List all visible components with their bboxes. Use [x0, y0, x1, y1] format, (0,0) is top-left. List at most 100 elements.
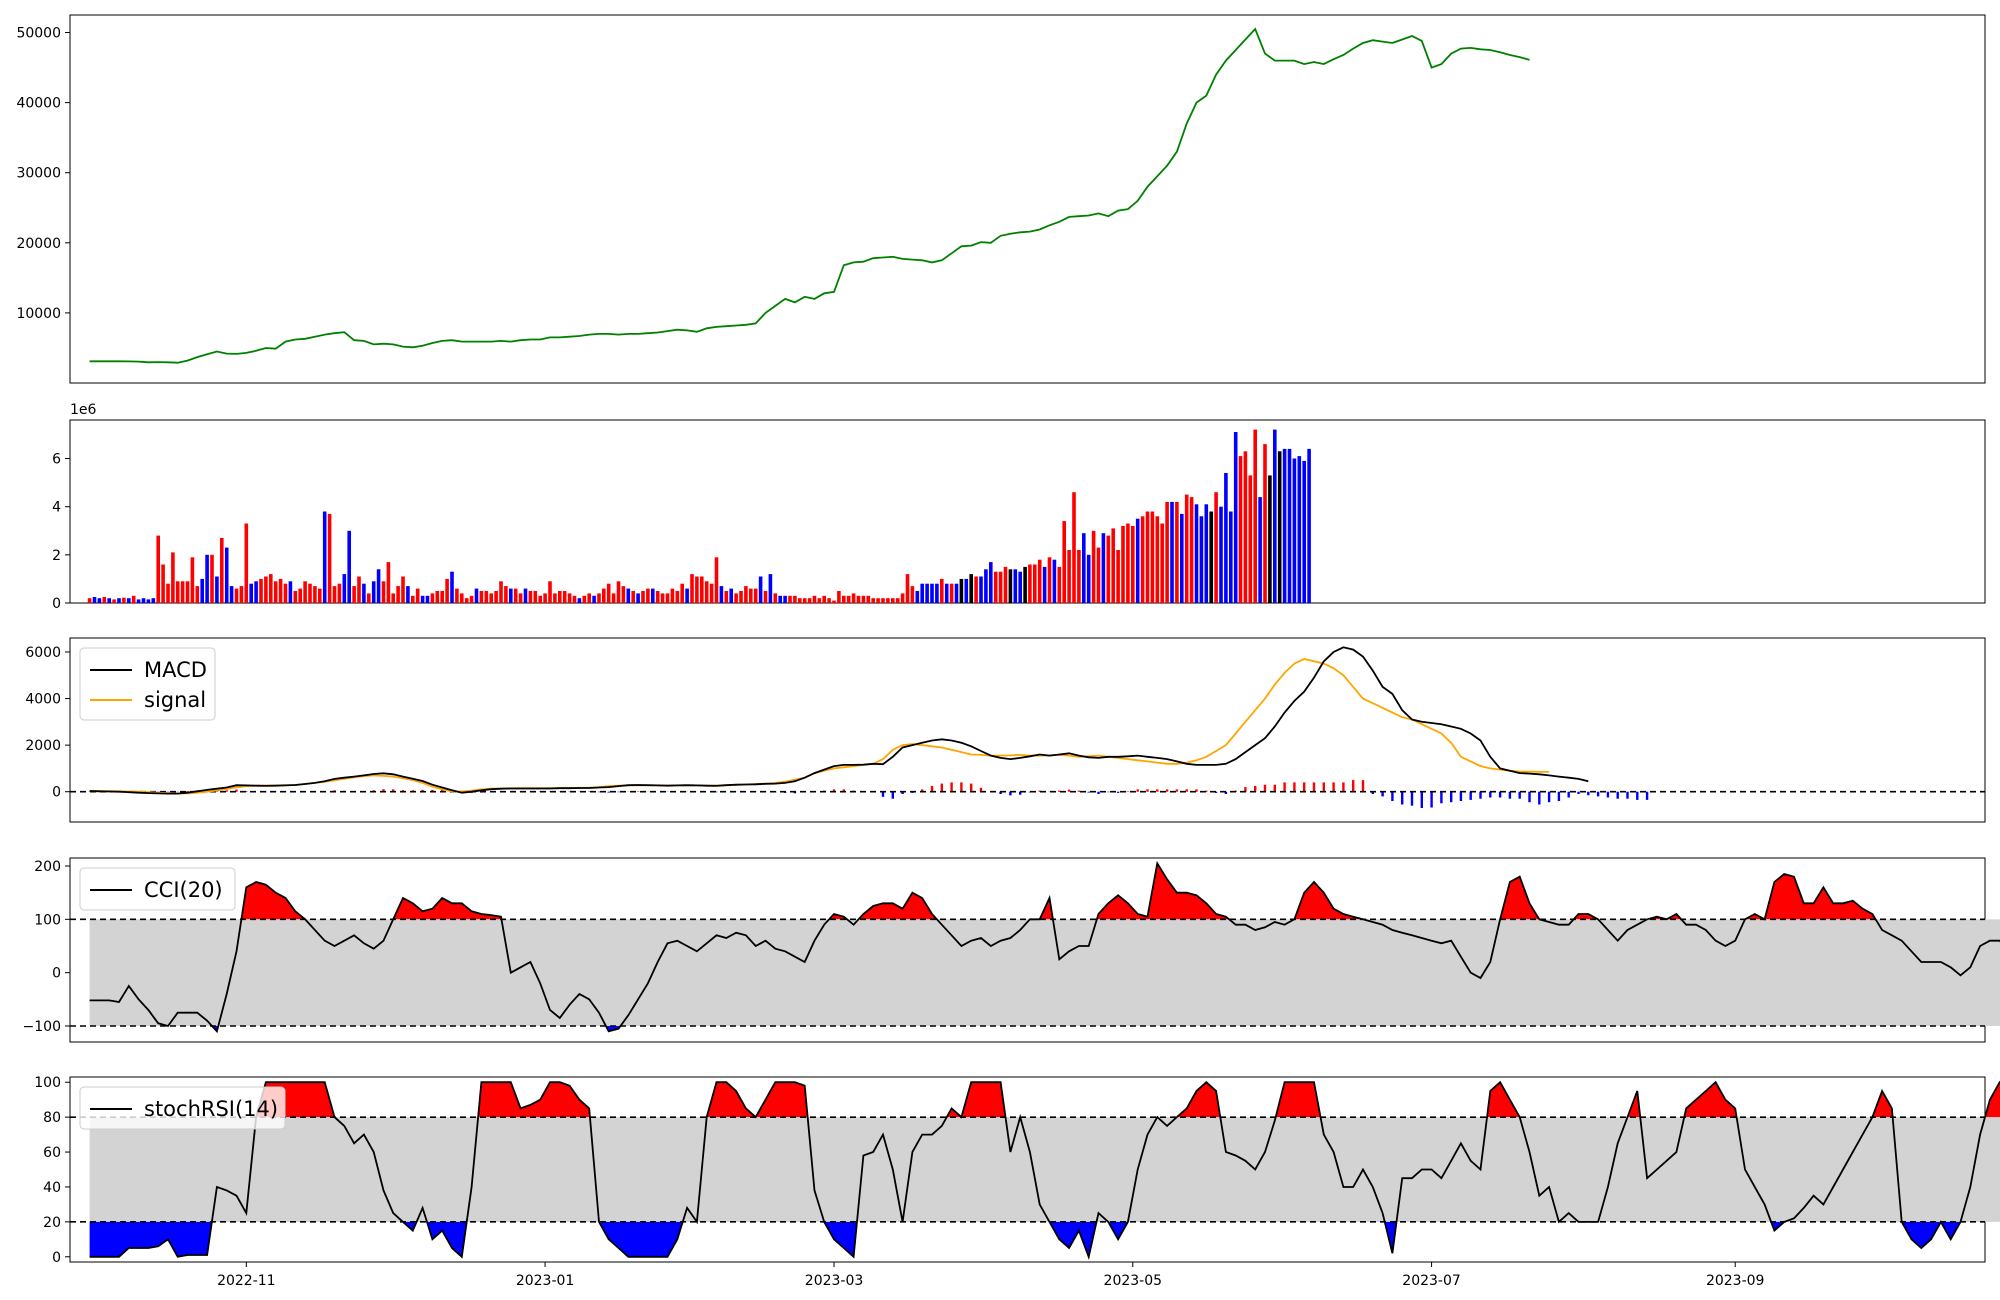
macd-histogram-bar	[245, 791, 248, 792]
macd-histogram-bar	[235, 789, 238, 792]
volume-bar	[489, 593, 493, 603]
y-tick-label: 20	[43, 1215, 61, 1231]
stochrsi-panel: 0 20 40 60 80 100 stochRSI(14)	[34, 1075, 2000, 1266]
volume-bar	[464, 598, 469, 603]
volume-bar	[528, 591, 533, 603]
macd-histogram-bar	[392, 789, 395, 792]
macd-histogram-bar	[1626, 791, 1629, 799]
volume-bar	[362, 583, 366, 603]
volume-bar	[954, 583, 959, 603]
volume-bar	[837, 591, 841, 603]
volume-bar	[499, 581, 503, 603]
volume-bar	[832, 600, 836, 603]
macd-histogram-bar	[1528, 791, 1531, 803]
volume-bar	[1052, 559, 1057, 603]
volume-bar	[562, 591, 567, 603]
volume-bar	[440, 591, 444, 603]
volume-bar	[974, 576, 978, 603]
volume-bar	[548, 581, 552, 603]
volume-bar	[420, 595, 425, 603]
macd-histogram-bar	[715, 791, 718, 793]
volume-bar	[1018, 571, 1022, 603]
volume-bar	[342, 574, 347, 603]
macd-histogram-bar	[1538, 791, 1541, 805]
volume-bar	[1067, 550, 1071, 603]
axes-frame	[69, 14, 1986, 384]
volume-bar	[690, 574, 694, 603]
volume-bar	[670, 588, 675, 603]
macd-histogram-bar	[1244, 787, 1247, 792]
volume-bar	[386, 562, 391, 603]
volume-bar	[861, 595, 866, 603]
macd-histogram-bar	[441, 789, 444, 792]
macd-histogram-bar	[607, 791, 610, 793]
volume-bar	[494, 591, 498, 603]
volume-bar	[680, 583, 684, 603]
volume-bar	[112, 599, 116, 603]
macd-histogram-bar	[1508, 791, 1512, 799]
volume-bar	[1145, 511, 1150, 603]
axes-frame	[69, 637, 1986, 823]
volume-bar	[474, 588, 479, 603]
y-tick-label: −100	[23, 1019, 61, 1035]
price-panel: 10000 20000 30000 40000 50000	[16, 14, 1986, 384]
volume-bar	[1106, 535, 1111, 603]
macd-histogram-bar	[1636, 791, 1639, 800]
volume-bar	[1131, 525, 1135, 603]
volume-bar	[254, 581, 258, 603]
macd-histogram-bar	[970, 783, 973, 792]
macd-histogram-bar	[1430, 791, 1433, 808]
macd-histogram-bar	[617, 791, 620, 793]
volume-bar	[1072, 492, 1076, 603]
volume-bar	[866, 595, 871, 603]
cci-overbought-fill	[89, 863, 2000, 920]
y-tick-label: 100	[34, 912, 61, 928]
volume-bar	[739, 591, 743, 603]
volume-bar	[1292, 458, 1297, 603]
legend-box	[79, 647, 216, 721]
volume-bar	[1008, 569, 1013, 603]
volume-bar	[714, 557, 719, 604]
macd-histogram-bar	[1371, 791, 1374, 794]
volume-bar	[719, 586, 724, 603]
volume-bar	[979, 576, 983, 603]
macd-histogram-bar	[597, 791, 601, 793]
volume-bar	[200, 578, 204, 603]
volume-bar	[102, 597, 107, 603]
volume-bar	[1277, 451, 1282, 603]
volume-bar	[1003, 566, 1008, 603]
macd-histogram-bar	[1420, 791, 1423, 808]
legend-label: CCI(20)	[144, 878, 223, 902]
volume-bar	[445, 578, 449, 603]
macd-histogram-bar	[1165, 789, 1169, 792]
volume-bar	[156, 535, 160, 603]
volume-bar	[729, 588, 733, 603]
volume-bar	[337, 583, 342, 603]
macd-histogram-bar	[1616, 791, 1619, 799]
macd-histogram-bar	[950, 782, 953, 792]
volume-bar	[773, 593, 778, 603]
volume-bar	[455, 588, 459, 603]
macd-histogram-bar	[382, 789, 385, 792]
y-tick-label: 6	[52, 452, 61, 468]
volume-bar	[851, 593, 856, 603]
volume-bar	[406, 586, 410, 603]
legend-label: signal	[144, 688, 206, 712]
volume-bar	[724, 591, 729, 603]
volume-bar	[758, 576, 763, 603]
volume-bar	[1297, 456, 1302, 603]
volume-bar	[930, 583, 934, 603]
volume-bar	[239, 586, 244, 603]
macd-histogram-bar	[1263, 784, 1267, 792]
volume-bar	[283, 583, 288, 603]
volume-bar	[1126, 523, 1130, 603]
volume-bar	[415, 588, 420, 603]
volume-bar	[1096, 547, 1101, 603]
volume-bar	[1135, 518, 1140, 603]
macd-histogram-bar	[940, 783, 943, 792]
axes-frame	[69, 419, 1986, 604]
volume-bar	[1224, 473, 1228, 603]
volume-bar	[660, 593, 665, 603]
x-tick-label: 2023-05	[1104, 1273, 1163, 1289]
macd-histogram-bar	[1028, 791, 1032, 793]
